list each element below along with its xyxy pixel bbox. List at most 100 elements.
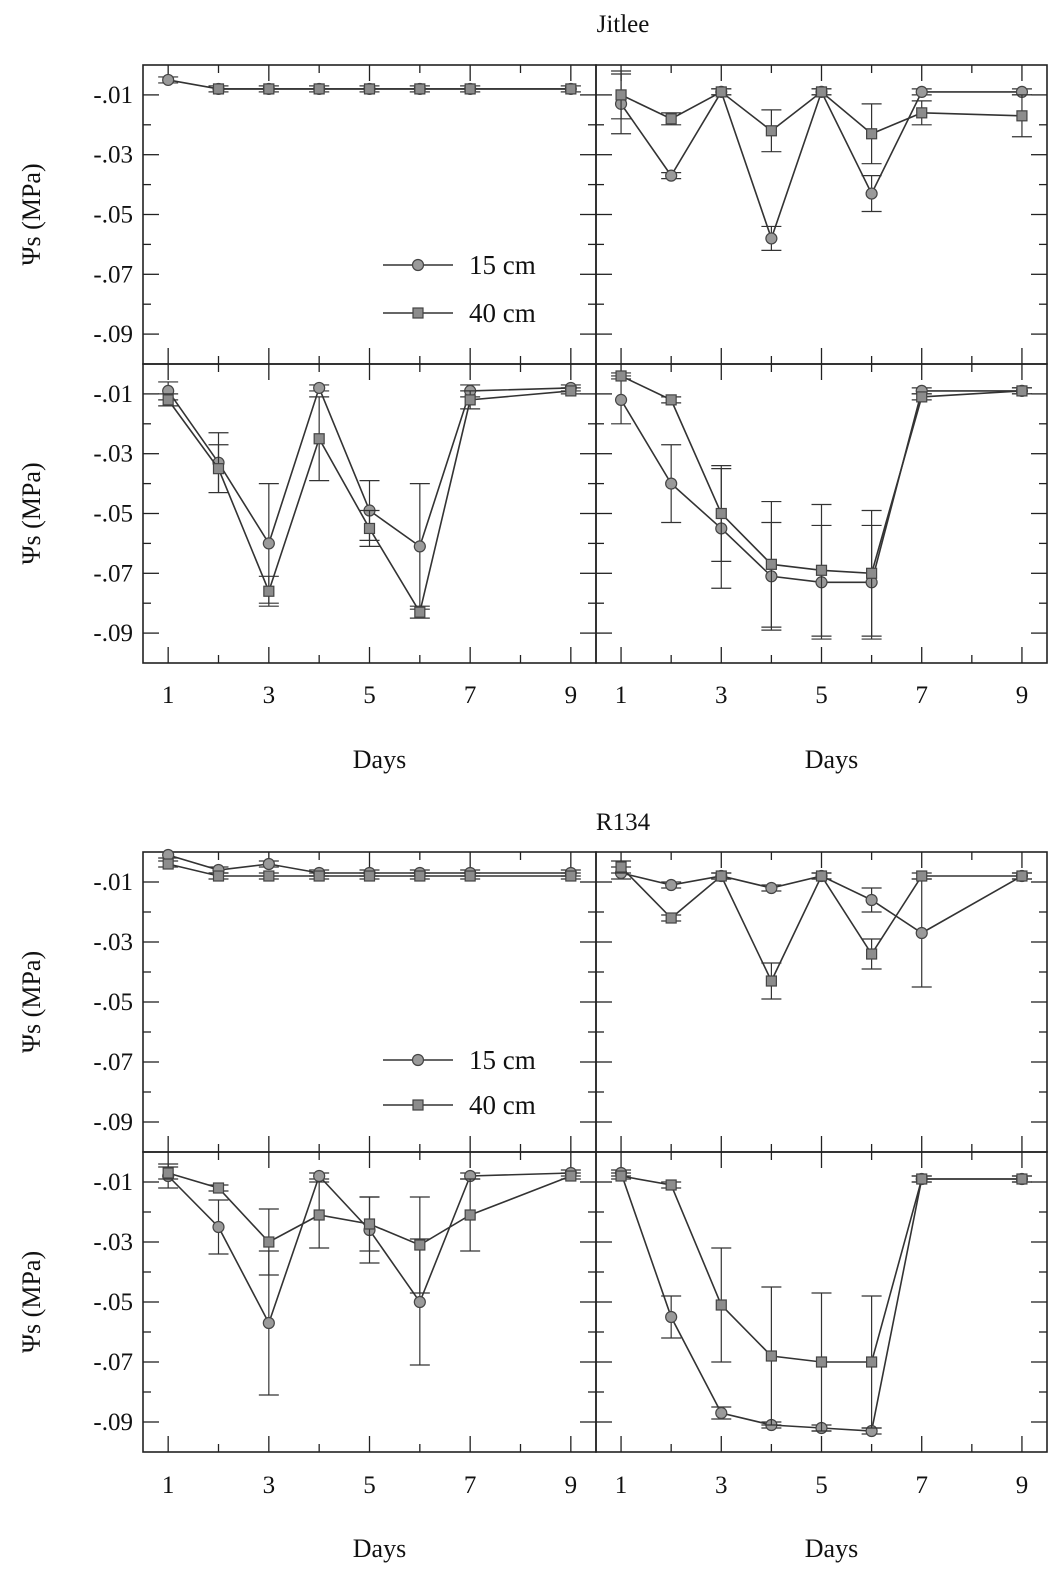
data-point [865,187,878,200]
x-tick-label: 9 [1016,1472,1029,1499]
data-point [414,870,426,882]
x-tick-label: 3 [715,682,728,709]
y-tick-label: -.01 [93,1169,133,1196]
legend-marker [411,258,425,272]
data-point [1016,110,1028,122]
panel-2 [595,64,1048,365]
y-tick-label: -.07 [93,560,133,587]
data-point [263,1236,275,1248]
data-point [162,73,175,87]
x-axis-label: Days [805,745,858,774]
x-tick-label: 5 [815,1472,828,1499]
data-point [915,85,928,99]
data-point [263,870,275,882]
x-tick-label: 5 [363,682,376,709]
data-point [464,1209,476,1221]
data-point [715,1406,728,1420]
data-point [614,393,628,406]
data-point [313,83,325,95]
data-point [162,858,174,870]
data-point [1016,385,1028,397]
x-tick-label: 3 [715,1472,728,1499]
data-point [715,870,727,882]
x-tick-label: 9 [565,1472,578,1499]
data-point [1016,870,1028,882]
data-point [715,86,727,98]
data-point [363,522,376,535]
data-point [765,125,777,137]
y-tick-label: -.09 [93,1109,133,1136]
series-line [167,385,571,548]
data-point [815,564,828,576]
data-point [263,585,275,597]
x-axis-label: Days [353,1534,406,1563]
y-tick-label: -.05 [93,1289,133,1316]
data-point [313,1169,326,1183]
data-point [212,1220,225,1234]
series-40-cm [158,858,581,882]
data-point [615,89,627,101]
data-point [665,477,678,490]
data-point [815,86,828,98]
series-line [167,863,571,877]
y-tick-label: -.09 [93,1409,133,1436]
series-line [620,872,1023,934]
panel-frame [595,851,1048,1153]
data-point [615,370,627,382]
data-point [665,912,677,924]
legend-label: 40 cm [469,1090,536,1120]
data-point [162,1167,174,1179]
series-15-cm [611,866,1032,988]
data-point [464,83,476,95]
y-axis-label: Ψs (MPa) [17,951,46,1053]
series-line [167,390,571,615]
data-point [916,1173,928,1185]
series-40-cm [611,370,1032,637]
series-40-cm [611,70,1032,165]
y-tick-label: -.05 [93,989,133,1016]
data-point [263,83,275,95]
y-tick-label: -.03 [93,929,133,956]
data-point [916,107,928,119]
data-point [715,1299,727,1311]
data-point [765,881,778,895]
data-point [765,1350,777,1362]
data-point [815,870,828,882]
series-40-cm [611,860,1032,1000]
y-tick-label: -.03 [93,142,133,169]
series-line [167,1172,571,1326]
y-tick-label: -.01 [93,381,133,408]
legend-label: 40 cm [469,298,536,328]
x-tick-label: 1 [162,1472,175,1499]
y-tick-label: -.09 [93,321,133,348]
x-axis-label: Days [805,1534,858,1563]
data-point [262,537,275,550]
series-line [620,390,1022,584]
x-tick-label: 5 [815,682,828,709]
data-point [212,870,225,882]
data-point [162,394,174,406]
data-point [665,1310,678,1324]
data-point [464,394,476,406]
data-point [916,870,928,882]
x-tick-label: 9 [565,682,578,709]
panel-4: 1 3 5 7 9 Days [595,1151,1048,1563]
data-point [414,606,426,618]
series-15-cm [158,381,581,610]
y-tick-label: -.05 [93,501,133,528]
data-point [615,861,627,873]
series-line [620,375,1022,575]
data-point [363,1218,376,1230]
chart-1: Jitlee -.01 -.03 -.05 -.07 -.09 Ψs (MPa) 15 cm 4… [17,11,1048,774]
data-point [414,83,426,95]
series-line [620,866,1022,983]
data-point [715,507,727,520]
data-point [313,870,325,882]
data-point [414,1239,426,1251]
x-tick-label: 1 [615,1472,628,1499]
data-point [665,394,677,406]
data-point [1016,1173,1028,1185]
x-axis-label: Days [353,745,406,774]
y-axis-label: Ψs (MPa) [17,1251,46,1353]
series-line [620,90,1022,135]
